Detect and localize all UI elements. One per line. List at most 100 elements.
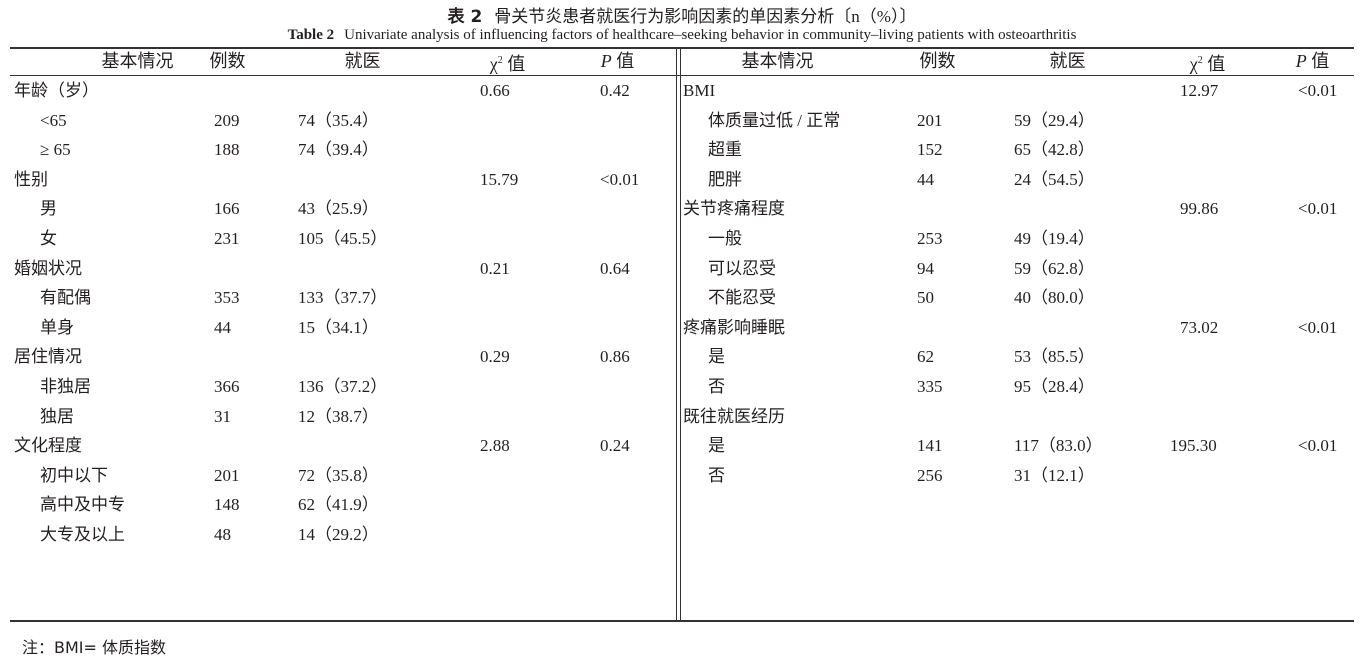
sub-factor-label: 男 (40, 199, 57, 219)
count-cell: 48 (214, 525, 231, 544)
visit-cell: 74（35.4） (298, 110, 379, 130)
header-p-value: P 值 (575, 48, 660, 74)
factor-label: 年龄（岁） (14, 81, 99, 100)
chi-square-cell: 195.30 (1170, 436, 1217, 456)
chi-square-cell: 73.02 (1180, 317, 1219, 337)
visit-cell: 40（80.0） (1014, 288, 1095, 308)
sub-factor-label: 单身 (40, 317, 74, 337)
sub-factor-label: 肥胖 (708, 169, 742, 189)
p-suffix: 值 (611, 51, 635, 71)
visit-cell: 72（35.8） (298, 465, 379, 485)
sub-factor-label: 有配偶 (40, 288, 91, 308)
sub-factor-label: 初中以下 (40, 465, 108, 485)
sub-factor-label: 可以忍受 (708, 258, 776, 278)
count-cell: 44 (917, 169, 934, 189)
bottom-rule (10, 620, 1354, 622)
chi-square-cell: 2.88 (480, 436, 510, 456)
factor-label: 既往就医经历 (683, 406, 785, 426)
chi-square-cell: 15.79 (480, 169, 519, 189)
sub-factor-label: 体质量过低 / 正常 (708, 110, 841, 130)
sub-factor-label: ≥ 65 (40, 140, 71, 160)
visit-cell: 12（38.7） (298, 406, 379, 426)
table-number: 表 2 (447, 7, 483, 27)
chi-square-cell: 0.29 (480, 347, 510, 367)
chi-square-cell: 99.86 (1180, 199, 1219, 219)
factor-label: BMI (683, 81, 716, 100)
p-value-cell: 0.86 (600, 347, 630, 367)
p-value-cell: <0.01 (1298, 317, 1338, 337)
visit-cell: 117（83.0） (1014, 436, 1103, 456)
p-symbol: P (1295, 51, 1307, 71)
count-cell: 166 (214, 199, 240, 219)
factor-label: 性别 (14, 169, 48, 189)
visit-cell: 133（37.7） (298, 288, 388, 308)
chi-suffix: 值 (1202, 54, 1226, 74)
sub-factor-label: 否 (708, 465, 725, 485)
table-note: 注：BMI= 体质指数 (22, 638, 166, 657)
header-factor: 基本情况 (741, 51, 814, 71)
factor-label: 疼痛影响睡眠 (683, 317, 785, 337)
visit-cell: 43（25.9） (298, 199, 379, 219)
table-title-cn: 表 2 骨关节炎患者就医行为影响因素的单因素分析〔n（%）〕 (0, 2, 1364, 27)
count-cell: 62 (917, 347, 934, 367)
visit-cell: 14（29.2） (298, 525, 379, 544)
p-value-cell: <0.01 (1298, 199, 1338, 219)
chi-suffix: 值 (502, 54, 526, 74)
count-cell: 366 (214, 377, 240, 396)
divider-line (680, 48, 681, 621)
p-value-cell: 0.64 (600, 258, 630, 278)
sub-factor-label: <65 (40, 110, 67, 130)
chi-symbol: χ (1189, 54, 1198, 74)
count-cell: 201 (214, 465, 240, 485)
sub-factor-label: 不能忍受 (708, 288, 776, 308)
chi-square-cell: 0.66 (480, 81, 510, 100)
count-cell: 141 (917, 436, 943, 456)
count-cell: 253 (917, 229, 943, 248)
visit-cell: 15（34.1） (298, 317, 379, 337)
table-number-en: Table 2 (287, 27, 335, 43)
header-visit: 就医 (1049, 51, 1086, 71)
sub-factor-label: 非独居 (40, 377, 91, 396)
chi-superscript: 2 (497, 55, 503, 66)
sub-factor-label: 一般 (708, 229, 742, 248)
chi-square-cell: 12.97 (1180, 81, 1219, 100)
header-p-value: P 值 (1270, 48, 1355, 74)
header-count: 例数 (209, 51, 246, 71)
p-suffix: 值 (1306, 51, 1330, 71)
p-value-cell: <0.01 (1298, 436, 1338, 456)
factor-label: 婚姻状况 (14, 258, 82, 278)
count-cell: 152 (917, 140, 943, 160)
count-cell: 209 (214, 110, 240, 130)
sub-factor-label: 独居 (40, 406, 74, 426)
sub-factor-label: 大专及以上 (40, 525, 125, 544)
header-chi-square: χ2 值 (460, 48, 555, 77)
visit-cell: 53（85.5） (1014, 347, 1095, 367)
chi-symbol: χ (489, 54, 498, 74)
visit-cell: 62（41.9） (298, 495, 379, 515)
factor-label: 文化程度 (14, 436, 82, 456)
divider-line (676, 48, 677, 621)
count-cell: 353 (214, 288, 240, 308)
count-cell: 148 (214, 495, 240, 515)
count-cell: 44 (214, 317, 231, 337)
factor-label: 居住情况 (14, 347, 82, 367)
header-count: 例数 (919, 51, 956, 71)
header-visit: 就医 (344, 51, 381, 71)
visit-cell: 49（19.4） (1014, 229, 1095, 248)
sub-factor-label: 女 (40, 229, 57, 248)
count-cell: 50 (917, 288, 934, 308)
sub-factor-label: 是 (708, 436, 725, 456)
visit-cell: 136（37.2） (298, 377, 388, 396)
p-value-cell: 0.24 (600, 436, 630, 456)
factor-label: 关节疼痛程度 (683, 199, 785, 219)
header-rule (10, 75, 1354, 76)
table-title-text: 骨关节炎患者就医行为影响因素的单因素分析〔n（%）〕 (494, 7, 917, 26)
visit-cell: 95（28.4） (1014, 377, 1095, 396)
p-value-cell: 0.42 (600, 81, 630, 100)
sub-factor-label: 是 (708, 347, 725, 367)
count-cell: 335 (917, 377, 943, 396)
visit-cell: 74（39.4） (298, 140, 379, 160)
header-factor: 基本情况 (101, 51, 174, 71)
sub-factor-label: 高中及中专 (40, 495, 125, 515)
